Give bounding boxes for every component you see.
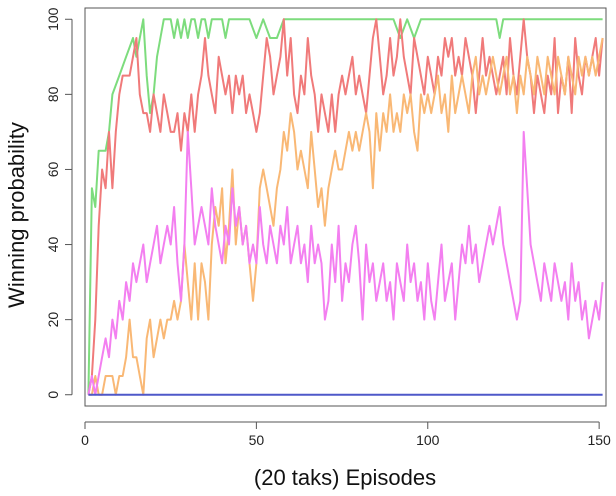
x-axis-title: (20 taks) Episodes (254, 465, 436, 490)
series-line-3 (88, 37, 604, 396)
series-line-2 (87, 18, 604, 395)
x-axis: 0 50 100 150 (81, 421, 611, 448)
series-line-4 (87, 130, 604, 396)
y-tick-label: 40 (45, 237, 61, 253)
x-tick-label: 150 (587, 432, 611, 448)
y-tick-label: 100 (45, 7, 61, 31)
series-lines (87, 18, 604, 396)
y-axis-title: Winning probability (4, 122, 29, 308)
x-tick-label: 100 (416, 432, 440, 448)
y-tick-label: 0 (45, 391, 61, 399)
plot-frame (84, 7, 607, 407)
x-tick-label: 50 (249, 432, 265, 448)
y-axis: 0 20 40 60 80 100 (45, 7, 73, 399)
y-tick-label: 20 (45, 312, 61, 328)
x-tick-label: 0 (81, 432, 89, 448)
y-tick-label: 80 (45, 86, 61, 102)
y-tick-label: 60 (45, 161, 61, 177)
